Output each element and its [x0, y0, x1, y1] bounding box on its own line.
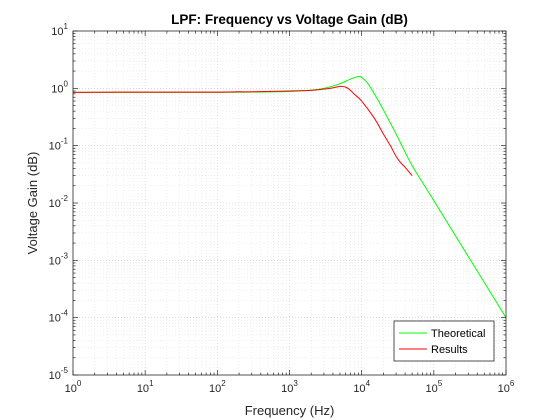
tick-label-exponent: 6 — [510, 379, 515, 388]
x-tick-label: 100 — [65, 379, 82, 395]
tick-label-base: 10 — [281, 383, 293, 395]
x-tick-label: 104 — [353, 379, 370, 395]
y-tick-label: 10-1 — [49, 137, 69, 153]
tick-label-base: 10 — [353, 383, 365, 395]
tick-label-exponent: 1 — [149, 379, 154, 388]
x-tick-label: 101 — [137, 379, 154, 395]
legend: Theoretical Results — [393, 320, 495, 362]
y-tick-label: 10-2 — [49, 194, 69, 210]
axis-ticks: 100 101 102 103 104 105 10610-510-410-310-210-… — [49, 22, 515, 395]
tick-label-base: 10 — [65, 383, 77, 395]
legend-label-results: Results — [431, 344, 468, 356]
tick-label-base: 10 — [49, 255, 61, 267]
x-tick-label: 102 — [209, 379, 226, 395]
legend-box — [393, 320, 495, 362]
tick-label-exponent: -4 — [61, 309, 69, 318]
tick-label-base: 10 — [51, 83, 63, 95]
tick-label-exponent: 3 — [293, 379, 298, 388]
tick-label-exponent: 5 — [438, 379, 443, 388]
x-axis-label: Frequency (Hz) — [245, 403, 335, 418]
tick-label-base: 10 — [425, 383, 437, 395]
chart-title: LPF: Frequency vs Voltage Gain (dB) — [171, 12, 408, 27]
y-tick-label: 10-5 — [49, 366, 69, 382]
tick-label-exponent: 1 — [64, 22, 69, 31]
tick-label-base: 10 — [49, 313, 61, 325]
y-tick-label: 10-3 — [49, 251, 69, 267]
tick-label-exponent: -3 — [61, 251, 69, 260]
grid — [73, 31, 506, 375]
tick-label-exponent: -5 — [61, 366, 69, 375]
tick-label-exponent: 0 — [64, 79, 69, 88]
x-tick-label: 106 — [498, 379, 515, 395]
tick-label-base: 10 — [51, 26, 63, 38]
tick-label-base: 10 — [137, 383, 149, 395]
tick-label-exponent: 0 — [77, 379, 82, 388]
tick-label-base: 10 — [49, 370, 61, 382]
y-tick-label: 10-4 — [49, 309, 69, 325]
tick-label-base: 10 — [498, 383, 510, 395]
y-axis-label: Voltage Gain (dB) — [25, 152, 40, 255]
tick-label-base: 10 — [209, 383, 221, 395]
series-line-results — [72, 85, 413, 176]
series-layer — [72, 75, 507, 318]
tick-label-base: 10 — [49, 141, 61, 153]
tick-label-exponent: -1 — [61, 137, 69, 146]
x-tick-label: 105 — [425, 379, 442, 395]
tick-label-exponent: 4 — [366, 379, 371, 388]
y-tick-label: 101 — [51, 22, 68, 38]
tick-label-base: 10 — [49, 198, 61, 210]
x-tick-label: 103 — [281, 379, 298, 395]
tick-label-exponent: -2 — [61, 194, 69, 203]
y-tick-label: 100 — [51, 79, 68, 95]
legend-label-theoretical: Theoretical — [431, 328, 485, 340]
tick-label-exponent: 2 — [221, 379, 226, 388]
